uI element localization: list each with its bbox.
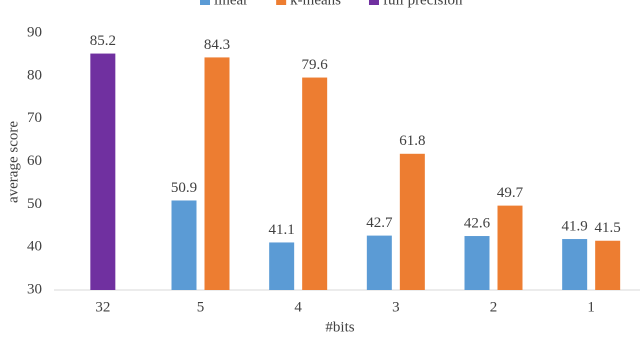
x-axis-label: #bits [325,319,354,335]
x-tick-label: 2 [490,299,498,315]
y-tick-label: 40 [27,239,42,255]
bar [269,242,295,290]
bar [562,239,588,290]
bar [366,235,392,290]
x-tick-label: 32 [95,299,110,315]
bar [204,57,230,290]
x-tick-label: 5 [197,299,205,315]
y-tick-label: 60 [27,153,42,169]
value-label: 41.9 [562,218,588,234]
legend-swatch [368,0,379,5]
y-axis-label: average score [5,121,21,203]
bar [302,77,328,291]
legend-label: linear [214,0,248,8]
y-tick-label: 70 [27,110,42,126]
x-tick-label: 3 [392,299,400,315]
value-label: 85.2 [90,33,116,49]
legend-label: full precision [383,0,463,8]
y-tick-label: 50 [27,196,42,212]
value-label: 61.8 [399,133,425,149]
bar [399,153,425,290]
x-tick-label: 1 [587,299,595,315]
bar [595,240,621,290]
legend-swatch [276,0,287,5]
bar [90,53,116,291]
bar [171,200,197,290]
value-label: 50.9 [171,180,197,196]
y-tick-label: 90 [27,24,42,40]
y-tick-label: 80 [27,67,42,83]
value-label: 41.1 [269,222,295,238]
x-tick-label: 4 [294,299,302,315]
value-label: 84.3 [204,37,230,53]
bar [464,236,490,290]
y-tick-label: 30 [27,281,42,297]
value-label: 42.6 [464,215,491,231]
bar [497,205,523,290]
value-label: 79.6 [302,57,329,73]
value-label: 41.5 [595,220,621,236]
value-label: 49.7 [497,185,524,201]
legend-swatch [200,0,210,5]
value-label: 42.7 [366,215,393,231]
legend-label: k-means [290,0,341,8]
